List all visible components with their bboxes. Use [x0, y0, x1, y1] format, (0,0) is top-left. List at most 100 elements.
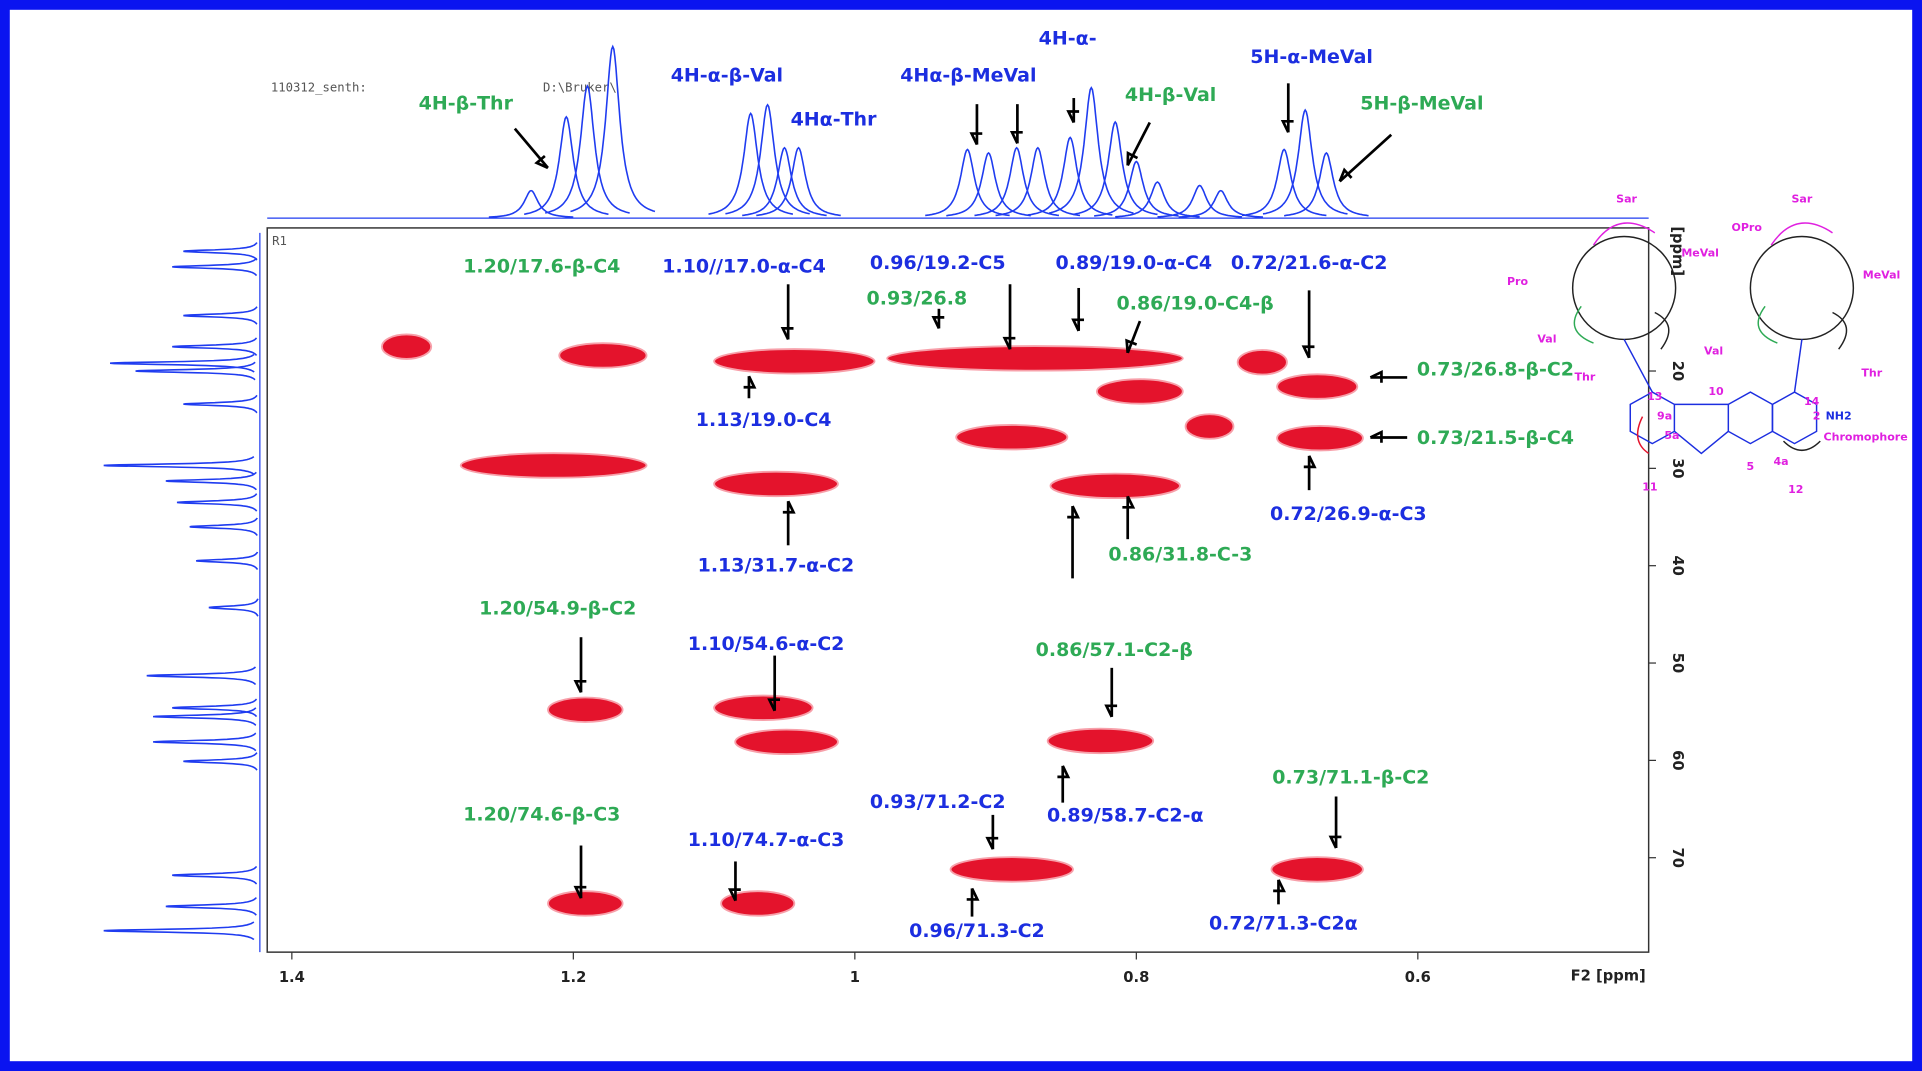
projection-peak	[925, 148, 1010, 217]
cross-peak	[713, 470, 839, 498]
cross-peak	[1270, 856, 1364, 883]
cross-peak	[1049, 472, 1181, 500]
annotation: 0.86/57.1-C2-β	[1036, 639, 1193, 661]
annotation: 5H-β-MeVal	[1360, 93, 1483, 115]
projection-peak	[1157, 184, 1243, 218]
arrow-head	[1328, 835, 1342, 849]
arrow-head	[1067, 505, 1081, 519]
cross-peak	[734, 728, 839, 756]
annotation: 4Hα-β-MeVal	[900, 64, 1036, 86]
annotation: 1.10/54.6-α-C2	[688, 633, 845, 655]
cross-peak	[459, 452, 648, 479]
cross-peak	[713, 348, 876, 375]
cross-peak	[720, 890, 796, 917]
structure-label: Chromophore	[1824, 430, 1908, 443]
arrow-head	[782, 500, 796, 514]
y-tick-label: 30	[1669, 458, 1686, 478]
y-tick-label: 20	[1669, 361, 1686, 381]
arrow-head	[1122, 495, 1136, 509]
annotation: 4H-β-Thr	[419, 93, 514, 115]
projection-peak	[165, 897, 257, 916]
arrow-head	[969, 132, 983, 146]
arrow-head	[1009, 130, 1023, 144]
annotation: 4H-α-β-Val	[671, 64, 783, 86]
projection-peak	[172, 337, 258, 356]
annotation: 0.73/26.8-β-C2	[1417, 359, 1574, 381]
projection-peak	[995, 146, 1081, 217]
arrow	[513, 127, 549, 169]
projection-peak	[172, 257, 258, 277]
projection-peak	[195, 551, 259, 570]
structure-label: 13	[1647, 390, 1662, 403]
cross-peak	[1096, 378, 1184, 405]
projection-peak	[488, 189, 574, 218]
projection-peak	[524, 115, 609, 215]
y-tick-label: 50	[1669, 653, 1686, 673]
structure-label: Thr	[1861, 367, 1882, 380]
x-axis-label: F2 [ppm]	[1571, 968, 1646, 985]
arrow	[1126, 320, 1142, 354]
annotation: 0.72/71.3-C2α	[1209, 912, 1358, 934]
projection-peak	[183, 242, 258, 261]
projection-peak	[1262, 108, 1348, 215]
annotation: 0.72/21.6-α-C2	[1231, 252, 1388, 274]
annotation: 1.20/17.6-β-C4	[463, 256, 620, 278]
arrow-head	[573, 885, 587, 899]
annotation: 0.96/19.2-C5	[870, 252, 1006, 274]
arrow	[1126, 121, 1151, 167]
projection-peak	[110, 353, 255, 373]
projection-peak	[183, 306, 258, 325]
structure-label: 14	[1804, 395, 1820, 408]
arrow-head	[727, 888, 741, 902]
arrow-head	[1125, 338, 1138, 354]
cross-peak	[558, 342, 648, 369]
annotation: 1.13/31.7-α-C2	[698, 555, 855, 577]
cross-peak	[381, 333, 433, 360]
arrow-head	[1071, 318, 1085, 332]
annotation: 1.10/74.7-α-C3	[688, 829, 845, 851]
header-text: 110312_senth:	[271, 81, 367, 95]
arrow-head	[1338, 167, 1353, 182]
projection-peak	[189, 517, 258, 536]
projection-peak	[176, 493, 258, 512]
projection-peak	[1115, 181, 1200, 218]
projection-peak	[103, 456, 255, 475]
annotation: 0.89/19.0-α-C4	[1056, 252, 1213, 274]
projection-peak	[208, 598, 259, 617]
arrow-head	[966, 887, 980, 901]
annotation: 0.73/71.1-β-C2	[1272, 767, 1429, 789]
arrow-head	[1369, 369, 1383, 383]
arrow-head	[1104, 704, 1118, 718]
projection-peak	[974, 146, 1060, 217]
projection-peak	[1027, 136, 1113, 216]
header-text: D:\Bruker\	[543, 81, 617, 95]
projection-peak	[183, 394, 258, 414]
structure-label: 9a	[1657, 410, 1672, 423]
arrow-head	[1301, 345, 1315, 359]
cross-peak	[1236, 349, 1288, 376]
structure-label: 11	[1642, 481, 1657, 494]
annotation: 0.96/71.3-C2	[909, 920, 1045, 942]
y-tick-label: 60	[1669, 750, 1686, 770]
plot-label: R1	[272, 234, 287, 248]
arrow-head	[1066, 110, 1080, 124]
structure-label: 2	[1813, 410, 1821, 423]
x-tick-label: 0.8	[1123, 969, 1149, 986]
structure-label: NH2	[1826, 410, 1852, 423]
cross-peak	[955, 424, 1069, 451]
projection-peak	[1178, 189, 1264, 218]
projection-peak	[725, 103, 810, 215]
projection-peak	[946, 151, 1031, 217]
cross-peak	[886, 345, 1184, 372]
projection-peak	[708, 112, 794, 215]
annotation: 1.20/54.9-β-C2	[479, 598, 636, 620]
structure-label: Thr	[1575, 370, 1596, 383]
arrow-head	[1280, 119, 1294, 133]
cross-peak	[547, 890, 624, 917]
arrow-head	[573, 679, 587, 693]
projection-peak	[1241, 148, 1327, 217]
projection-peak	[103, 921, 255, 941]
cross-peak	[1046, 727, 1155, 755]
